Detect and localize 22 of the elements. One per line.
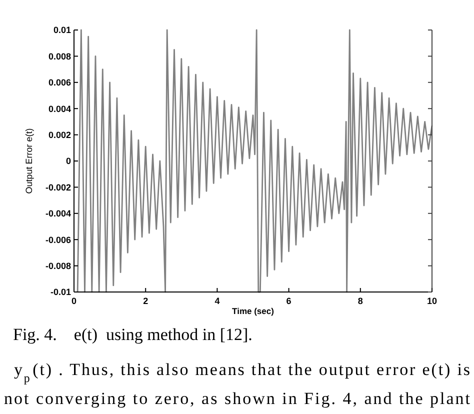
y-tick-label: -0.006 [45,234,71,245]
text: not converging to zero, as shown in Fig. 4, and the plant [4,389,470,408]
x-tick-label: 8 [358,296,363,306]
y-tick-label: 0.006 [48,78,71,88]
y-tick-label: 0.004 [48,104,71,114]
x-axis-title: Time (sec) [232,306,274,316]
x-tick-label: 10 [426,296,438,306]
x-tick-label: 2 [143,296,148,306]
y-tick-label: 0.008 [48,51,71,62]
line-series [76,29,433,293]
text: y$_{p}$(t) . Thus, this also means that the output error e(t) is [14,360,470,385]
caption: Fig. 4. e(t) using method in [12]. [13,325,252,344]
y-tick-label: -0.002 [45,182,71,192]
y-tick-label: -0.004 [45,208,71,219]
x-tick-label: 6 [286,296,292,306]
y-tick-label: 0.01 [53,25,71,36]
x-tick-label: 4 [214,296,220,306]
y-tick-label: 0 [66,156,71,166]
y-tick-label: -0.008 [45,260,71,271]
y-tick-label: -0.01 [50,287,71,298]
y-tick-label: 0.002 [48,130,71,140]
y-axis-title: Output Error e(t) [24,128,34,194]
